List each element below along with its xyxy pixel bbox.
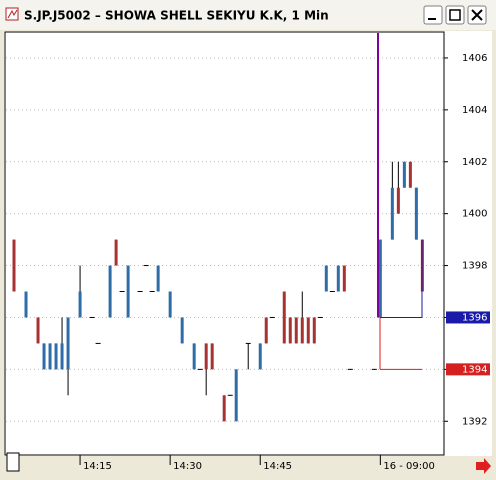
candle-body <box>408 161 412 188</box>
x-tick-label: 14:45 <box>263 461 292 472</box>
scroll-thumb[interactable] <box>6 452 20 472</box>
minimize-button[interactable] <box>423 5 443 25</box>
candle-body <box>294 317 298 344</box>
candle-body <box>210 343 214 370</box>
y-tick-label: 1392 <box>462 416 487 427</box>
candle-body <box>114 239 118 266</box>
price-flag-label: 1394 <box>462 364 487 375</box>
candle-body <box>78 291 82 318</box>
candle-body <box>126 265 130 318</box>
candle-body <box>66 317 70 370</box>
maximize-button[interactable] <box>445 5 465 25</box>
plot-area <box>4 31 445 456</box>
candle-body <box>342 265 346 292</box>
window-title: S.JP.J5002 – SHOWA SHELL SEKIYU K.K, 1 M… <box>24 9 329 23</box>
y-tick-label: 1404 <box>462 105 487 116</box>
candle-body <box>108 265 112 318</box>
candle-body <box>36 317 40 344</box>
price-flag <box>446 311 490 324</box>
candle-body <box>312 317 316 344</box>
title-bar <box>0 0 496 30</box>
app-icon-glyph <box>7 9 18 19</box>
scroll-right-arrow[interactable] <box>476 458 491 474</box>
candle-body <box>168 291 172 318</box>
maximize-glyph <box>449 9 461 21</box>
candle-body <box>222 395 226 422</box>
candle-body <box>396 187 400 214</box>
candle-body <box>390 187 394 240</box>
x-tick-label: 16 - 09:00 <box>383 461 435 472</box>
candle-body <box>306 317 310 344</box>
y-tick-label: 1402 <box>462 157 487 168</box>
price-flag <box>446 363 490 376</box>
candle-body <box>300 317 304 344</box>
candle-body <box>324 265 328 292</box>
window-buttons[interactable] <box>423 5 487 25</box>
candle-body <box>156 265 160 292</box>
app-icon <box>5 7 19 21</box>
candle-body <box>402 161 406 188</box>
candle-body <box>48 343 52 370</box>
candle-body <box>264 317 268 344</box>
x-tick-label: 14:30 <box>173 461 202 472</box>
candle-body <box>258 343 262 370</box>
candle-body <box>54 343 58 370</box>
candle-body <box>12 239 16 292</box>
candle-body <box>42 343 46 370</box>
candle-body <box>204 343 208 370</box>
plot: 1392 1394 1396 1398 1400 1402 1404 1406 14:15 14:… <box>6 33 490 472</box>
close-glyph <box>471 9 483 21</box>
candle-body <box>24 291 28 318</box>
x-tick-label: 14:15 <box>83 461 112 472</box>
candle-body <box>282 291 286 344</box>
candle-body <box>288 317 292 344</box>
y-tick-label: 1400 <box>462 209 487 220</box>
candle-body <box>60 343 64 370</box>
y-tick-label: 1398 <box>462 261 487 272</box>
candle-body <box>180 317 184 344</box>
candle-body <box>378 239 382 318</box>
candle-body <box>336 265 340 292</box>
candle-body <box>234 369 238 422</box>
price-flag-label: 1396 <box>462 312 487 323</box>
scroll-bar <box>4 456 492 476</box>
candle-body <box>192 343 196 370</box>
candle-body <box>414 187 418 240</box>
y-tick-label: 1406 <box>462 53 487 64</box>
